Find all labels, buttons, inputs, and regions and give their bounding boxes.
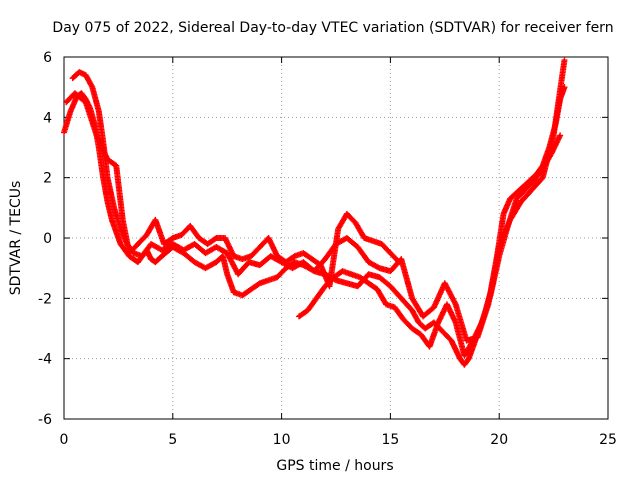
x-tick-label: 0 (60, 432, 69, 448)
data-point (561, 57, 568, 64)
x-tick-label: 20 (490, 432, 508, 448)
x-axis-label: GPS time / hours (276, 458, 393, 474)
x-tick-label: 10 (273, 432, 291, 448)
y-tick-label: -4 (38, 352, 52, 368)
y-tick-label: 0 (43, 231, 52, 247)
data-point (395, 258, 402, 265)
y-tick-label: -6 (38, 412, 52, 428)
x-tick-label: 5 (168, 432, 177, 448)
data-point (557, 132, 564, 139)
axis-ticks: 0 5 10 15 20 25 -6 -4 -2 0 2 4 6 (38, 50, 617, 448)
y-tick-label: -2 (38, 291, 52, 307)
x-tick-label: 25 (599, 432, 617, 448)
y-tick-label: 6 (43, 50, 52, 66)
chart-title: Day 075 of 2022, Sidereal Day-to-day VTE… (52, 20, 613, 36)
y-tick-label: 4 (43, 110, 52, 126)
data-point (396, 259, 403, 266)
x-tick-label: 15 (381, 432, 399, 448)
y-axis-label: SDTVAR / TECUs (8, 181, 24, 296)
y-tick-label: 2 (43, 171, 52, 187)
plot-frame (63, 56, 609, 420)
data-points (61, 57, 568, 368)
